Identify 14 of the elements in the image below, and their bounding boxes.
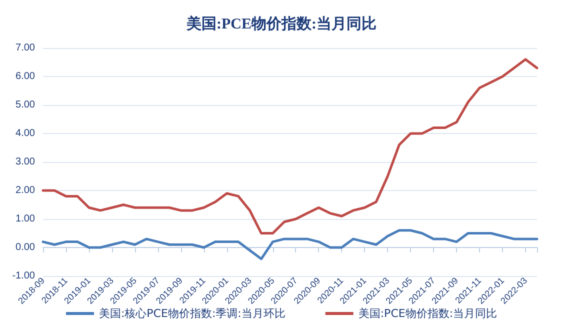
y-tick-label: 2.00	[16, 185, 36, 196]
y-tick-label: 7.00	[16, 42, 36, 54]
y-tick-label: 5.00	[16, 100, 36, 110]
y-tick-label: 1.00	[16, 214, 36, 224]
y-tick-label: -1.00	[12, 270, 36, 282]
chart-title: 美国:PCE物价指数:当月同比	[186, 14, 376, 32]
legend-label: 美国:PCE物价指数:当月同比	[358, 307, 498, 320]
line-series	[42, 58, 538, 234]
y-tick-label: 4.00	[16, 128, 36, 139]
y-tick-label: 3.00	[16, 156, 36, 168]
line-series	[42, 229, 538, 260]
y-tick-label: 0.00	[16, 242, 36, 253]
legend-label: 美国:核心PCE物价指数:季调:当月环比	[98, 307, 286, 320]
y-tick-label: 6.00	[16, 71, 36, 82]
